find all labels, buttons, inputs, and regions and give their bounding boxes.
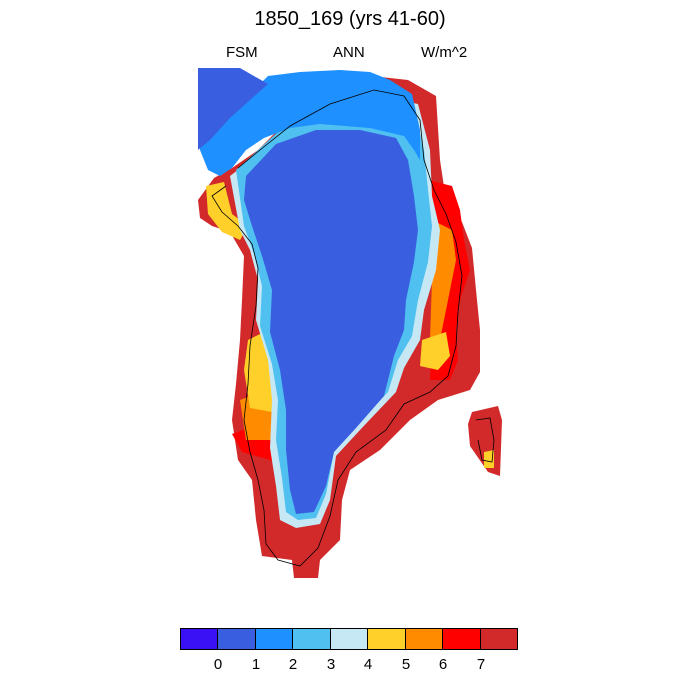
- east-island-yellow: [484, 450, 494, 468]
- coastal-band-yellow-east: [420, 332, 450, 370]
- colorbar-label: 3: [326, 656, 336, 673]
- colorbar-swatch: [255, 629, 294, 649]
- colorbar-swatch: [330, 629, 369, 649]
- map-title: 1850_169 (yrs 41-60): [254, 8, 446, 30]
- variable-label: FSM: [226, 44, 258, 61]
- ice-sheet-interior: [244, 130, 418, 514]
- colorbar-swatch: [368, 629, 406, 649]
- units-label: W/m^2: [421, 44, 468, 61]
- colorbar-swatch: [218, 629, 256, 649]
- colorbar-label: 7: [476, 656, 486, 673]
- colorbar-label: 0: [213, 656, 223, 673]
- colorbar-swatch: [181, 629, 219, 649]
- colorbar-swatch: [443, 629, 481, 649]
- period-label: ANN: [333, 44, 365, 61]
- colorbar-label: 2: [288, 656, 298, 673]
- colorbar-label: 6: [438, 656, 448, 673]
- colorbar-swatch: [480, 629, 517, 649]
- colorbar: [180, 628, 518, 650]
- coastline: [211, 89, 463, 567]
- ice-sheet-northwest: [198, 68, 268, 150]
- colorbar-swatch: [293, 629, 331, 649]
- colorbar-label: 1: [251, 656, 261, 673]
- colorbar-swatch: [405, 629, 444, 649]
- colorbar-label: 4: [363, 656, 373, 673]
- colorbar-label: 5: [401, 656, 411, 673]
- coastline-east-island: [475, 417, 495, 463]
- coastal-band-blue2: [200, 70, 420, 176]
